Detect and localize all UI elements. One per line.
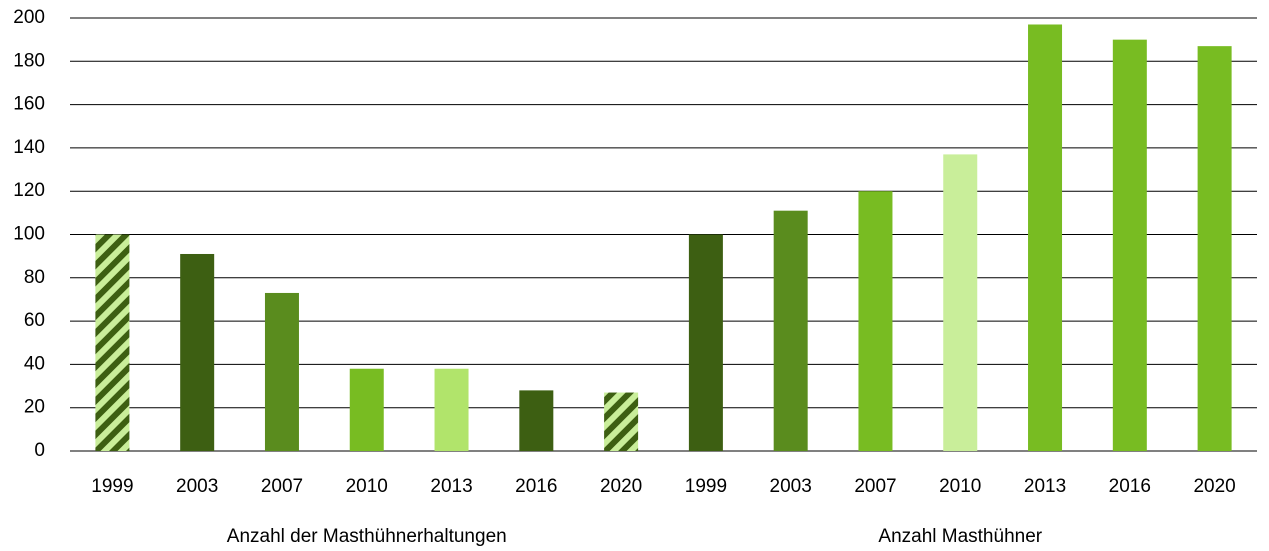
x-tick-label: 2007 [854,476,896,497]
bar [349,368,384,451]
x-tick-label: 2020 [1193,476,1235,497]
y-tick-label: 180 [13,50,45,71]
y-tick-label: 160 [13,94,45,115]
x-tick-label: 2007 [261,476,303,497]
bar [264,292,299,451]
x-tick-label: 1999 [685,476,727,497]
bar [1028,24,1063,452]
bar [1197,46,1232,452]
bar [688,234,723,451]
y-tick-label: 200 [13,7,45,28]
bar [943,154,978,451]
y-tick-label: 120 [13,180,45,201]
bar [858,191,893,451]
x-tick-label: 2010 [346,476,388,497]
x-tick-label: 2013 [1024,476,1066,497]
x-tick-label: 2010 [939,476,981,497]
y-tick-label: 20 [24,397,45,418]
x-tick-label: 2020 [600,476,642,497]
y-tick-label: 80 [24,267,45,288]
bar [434,368,469,451]
bar [519,390,554,451]
y-tick-label: 60 [24,310,45,331]
x-tick-label: 1999 [91,476,133,497]
group-label: Anzahl der Masthühnerhaltungen [227,526,507,547]
x-tick-label: 2016 [515,476,557,497]
x-tick-label: 2003 [176,476,218,497]
bar [773,210,808,451]
y-tick-label: 40 [24,353,45,374]
bar [95,234,130,451]
x-tick-label: 2003 [770,476,812,497]
x-tick-label: 2013 [430,476,472,497]
y-tick-label: 140 [13,137,45,158]
bar [604,392,639,451]
group-label: Anzahl Masthühner [878,526,1042,547]
bar [1112,39,1147,452]
y-tick-label: 100 [13,224,45,245]
y-tick-label: 0 [34,440,45,461]
bar [180,253,215,451]
x-tick-label: 2016 [1109,476,1151,497]
